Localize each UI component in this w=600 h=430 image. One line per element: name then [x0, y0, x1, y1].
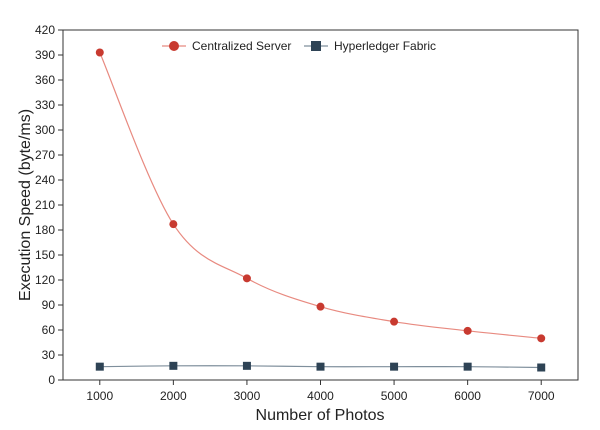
y-axis-title: Execution Speed (byte/ms) [17, 109, 34, 301]
x-tick-label: 6000 [454, 389, 481, 403]
legend-label: Centralized Server [192, 39, 291, 53]
data-point-square [390, 362, 399, 371]
y-tick-label: 150 [35, 248, 55, 262]
series-line [99, 52, 542, 339]
y-tick-label: 180 [35, 223, 55, 237]
x-tick-label: 7000 [528, 389, 555, 403]
data-point-square [242, 361, 251, 370]
x-axis: 1000 2000 3000 4000 5000 6000 7000 [86, 380, 555, 403]
y-tick-label: 30 [42, 348, 56, 362]
x-tick-label: 5000 [381, 389, 408, 403]
y-tick-label: 330 [35, 98, 55, 112]
legend: Centralized Server Hyperledger Fabric [162, 39, 436, 53]
legend-marker-circle [169, 41, 179, 51]
y-tick-label: 120 [35, 273, 55, 287]
legend-label: Hyperledger Fabric [334, 39, 436, 53]
y-tick-label: 390 [35, 48, 55, 62]
y-tick-label: 240 [35, 173, 55, 187]
y-tick-label: 300 [35, 123, 55, 137]
data-point-circle [95, 48, 104, 57]
series-markers [95, 48, 546, 372]
legend-marker-square [311, 41, 321, 51]
data-point-circle [390, 317, 399, 326]
data-point-square [316, 362, 325, 371]
x-tick-label: 2000 [160, 389, 187, 403]
y-tick-label: 90 [42, 298, 56, 312]
x-tick-label: 3000 [234, 389, 261, 403]
data-point-circle [463, 326, 472, 335]
data-point-circle [169, 220, 178, 229]
x-axis-title: Number of Photos [256, 407, 385, 424]
y-tick-label: 360 [35, 73, 55, 87]
x-tick-label: 1000 [86, 389, 113, 403]
series-lines [99, 52, 542, 369]
data-point-square [463, 362, 472, 371]
data-point-circle [242, 274, 251, 283]
data-point-square [169, 361, 178, 370]
y-tick-label: 420 [35, 23, 55, 37]
y-tick-label: 210 [35, 198, 55, 212]
plot-area-frame [62, 29, 579, 381]
data-point-circle [316, 302, 325, 311]
y-tick-label: 60 [42, 323, 56, 337]
y-tick-label: 0 [48, 373, 55, 387]
y-axis: 0 30 60 90 120 150 180 210 240 270 300 330 360 390 420 [35, 23, 63, 387]
x-tick-label: 4000 [307, 389, 334, 403]
data-point-square [537, 363, 546, 372]
data-point-square [95, 362, 104, 371]
data-point-circle [537, 334, 546, 343]
y-tick-label: 270 [35, 148, 55, 162]
